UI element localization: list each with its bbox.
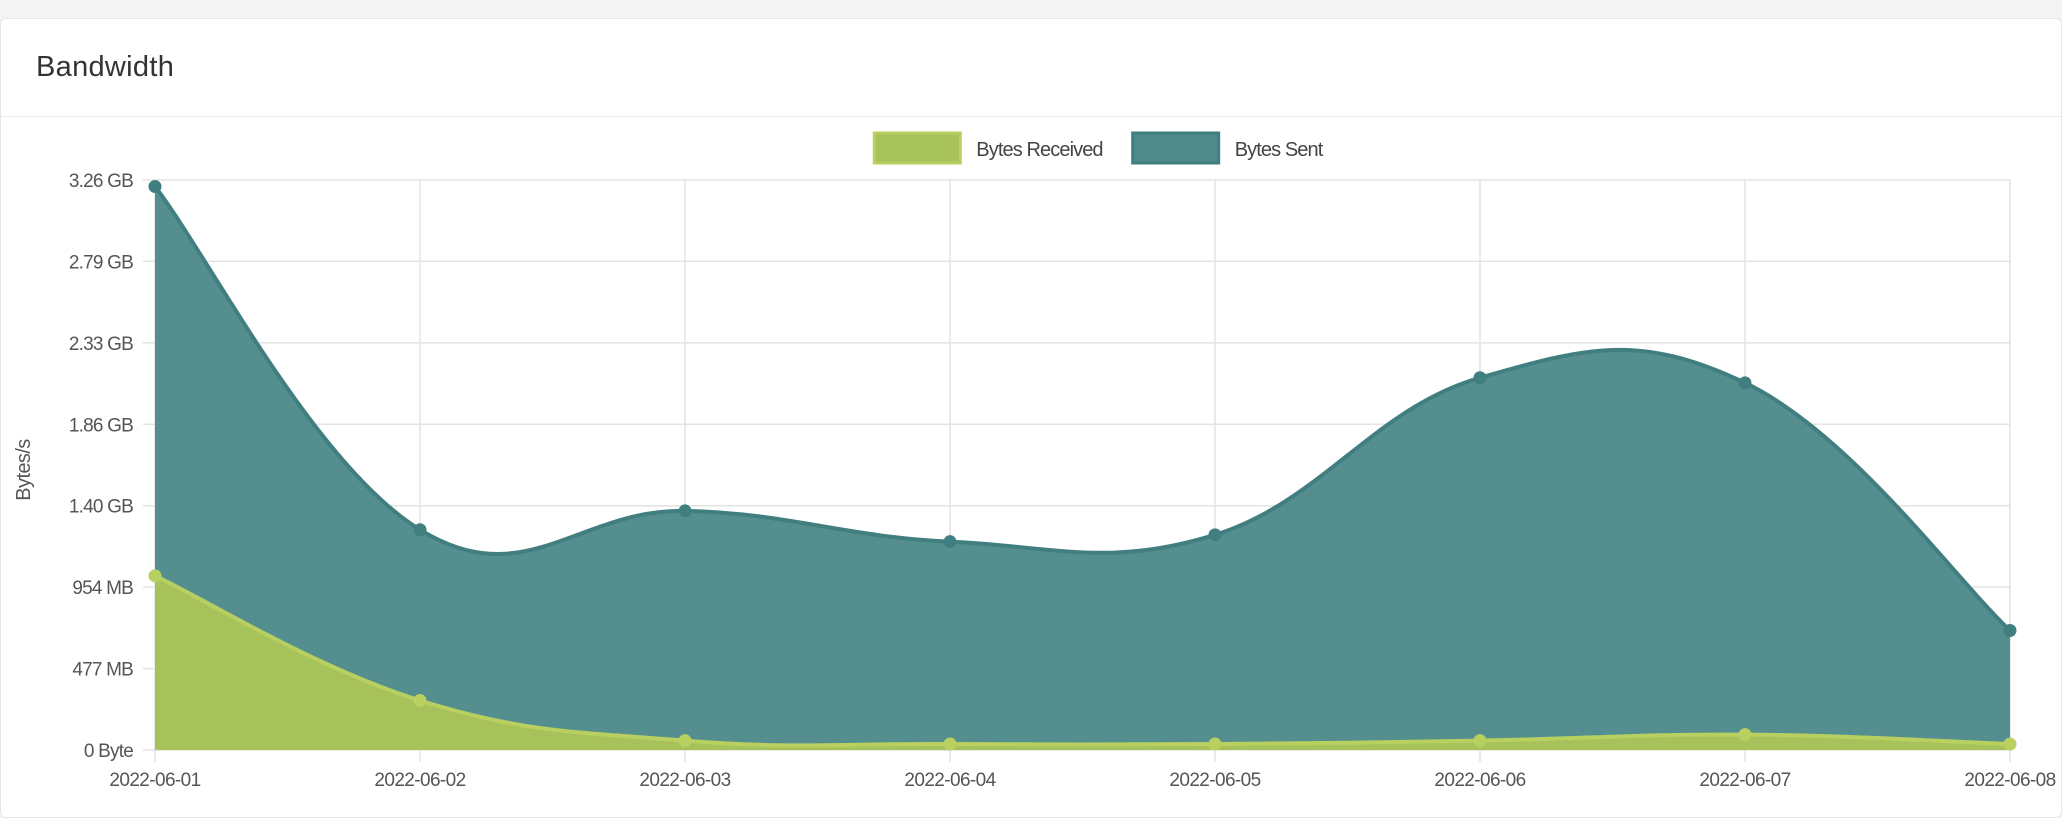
- legend-label[interactable]: Bytes Received: [976, 139, 1103, 161]
- y-tick-label: 1.86 GB: [69, 415, 133, 436]
- y-axis-title: Bytes/s: [13, 439, 35, 501]
- y-tick-label: 954 MB: [72, 578, 133, 599]
- data-point[interactable]: [1473, 371, 1487, 385]
- data-point[interactable]: [678, 504, 692, 518]
- legend-label[interactable]: Bytes Sent: [1235, 139, 1325, 161]
- x-axis: 2022-06-01 2022-06-02 2022-06-03 2022-06-04…: [109, 770, 2056, 791]
- y-tick-label: 0 Byte: [84, 741, 133, 762]
- chart-areas: [153, 185, 2012, 751]
- x-tick-label: 2022-06-03: [639, 770, 730, 791]
- x-tick-label: 2022-06-05: [1169, 770, 1260, 791]
- data-point[interactable]: [413, 693, 427, 707]
- data-point[interactable]: [2003, 737, 2017, 751]
- x-tick-label: 2022-06-06: [1434, 770, 1525, 791]
- y-tick-label: 2.33 GB: [69, 334, 133, 355]
- series-area-bytes-sent: [155, 186, 2010, 751]
- x-tick-label: 2022-06-07: [1699, 770, 1790, 791]
- y-tick-label: 1.40 GB: [69, 497, 133, 518]
- data-point[interactable]: [1738, 728, 1752, 742]
- series-area-bytes-received: [155, 575, 2010, 750]
- data-point[interactable]: [413, 523, 427, 537]
- x-tick-label: 2022-06-01: [109, 770, 200, 791]
- data-point[interactable]: [2003, 623, 2017, 637]
- data-point[interactable]: [1208, 737, 1222, 751]
- x-tick-label: 2022-06-04: [904, 770, 996, 791]
- panel-title: Bandwidth: [36, 51, 175, 83]
- panel-header: Bandwidth: [1, 19, 2061, 117]
- data-point[interactable]: [678, 734, 692, 748]
- legend-swatch: [1131, 131, 1221, 165]
- x-tick-label: 2022-06-08: [1964, 770, 2055, 791]
- legend-swatch: [872, 131, 962, 165]
- data-point[interactable]: [148, 569, 162, 583]
- data-point[interactable]: [943, 737, 957, 751]
- data-point[interactable]: [1208, 528, 1222, 542]
- chart-legend: Bytes Received Bytes Sent: [872, 131, 1325, 165]
- y-tick-label: 3.26 GB: [69, 171, 133, 192]
- data-point[interactable]: [1473, 734, 1487, 748]
- bandwidth-chart: 0 Byte 477 MB 954 MB 1.40 GB 1.86 GB 2.33 GB 2…: [13, 131, 2056, 791]
- chart-points: [148, 179, 2017, 751]
- x-tick-label: 2022-06-02: [374, 770, 465, 791]
- data-point[interactable]: [148, 179, 162, 193]
- y-axis: 0 Byte 477 MB 954 MB 1.40 GB 1.86 GB 2.33 GB 2…: [69, 171, 134, 762]
- y-tick-label: 2.79 GB: [69, 252, 133, 273]
- y-tick-label: 477 MB: [72, 660, 133, 681]
- data-point[interactable]: [1738, 376, 1752, 390]
- data-point[interactable]: [943, 535, 957, 549]
- series-line-bytes-received: [154, 574, 2011, 748]
